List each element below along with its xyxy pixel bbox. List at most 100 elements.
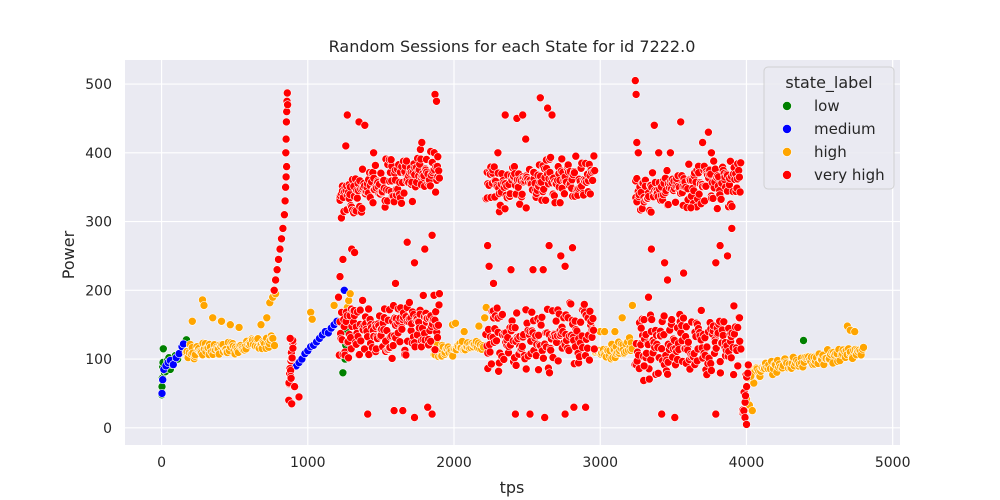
- point-very-high: [729, 370, 738, 379]
- point-very-high: [711, 343, 721, 353]
- point-very-high: [355, 305, 365, 315]
- point-very-high: [541, 196, 550, 205]
- point-very-high: [579, 300, 589, 309]
- point-very-high: [420, 244, 430, 254]
- point-very-high: [647, 315, 657, 324]
- point-high: [307, 314, 317, 324]
- y-tick-label: 100: [85, 352, 112, 368]
- point-very-high: [585, 355, 594, 365]
- point-very-high: [350, 248, 359, 257]
- point-very-high: [729, 301, 739, 311]
- point-very-high: [355, 350, 364, 359]
- point-high: [226, 320, 235, 330]
- point-very-high: [342, 110, 352, 120]
- point-very-high: [511, 409, 520, 419]
- point-very-high: [740, 413, 750, 422]
- x-axis-label: tps: [500, 478, 525, 497]
- point-very-high: [535, 93, 545, 103]
- point-very-high: [358, 164, 367, 174]
- point-very-high: [498, 310, 507, 319]
- legend-label-low: low: [814, 97, 840, 115]
- point-very-high: [581, 402, 590, 412]
- point-very-high: [543, 103, 552, 113]
- point-low: [799, 336, 808, 345]
- point-very-high: [280, 196, 290, 206]
- point-very-high: [743, 368, 753, 378]
- point-very-high: [566, 299, 576, 309]
- point-very-high: [431, 307, 441, 317]
- point-very-high: [670, 413, 680, 422]
- point-very-high: [662, 166, 672, 175]
- point-very-high: [360, 121, 370, 130]
- point-very-high: [391, 279, 400, 288]
- point-very-high: [357, 204, 367, 213]
- point-very-high: [518, 110, 528, 120]
- point-very-high: [416, 145, 425, 154]
- point-very-high: [426, 336, 436, 346]
- x-tick-label: 1000: [290, 455, 326, 471]
- x-tick-label: 4000: [729, 455, 765, 471]
- point-very-high: [386, 155, 396, 164]
- point-very-high: [334, 292, 343, 302]
- point-very-high: [525, 409, 535, 419]
- point-high: [256, 320, 266, 330]
- point-very-high: [727, 224, 737, 233]
- point-very-high: [727, 202, 737, 211]
- point-very-high: [701, 182, 711, 191]
- point-high: [234, 323, 244, 332]
- point-very-high: [363, 409, 373, 419]
- point-very-high: [681, 322, 691, 332]
- point-high: [329, 301, 339, 310]
- point-very-high: [489, 162, 499, 172]
- point-very-high: [589, 325, 598, 335]
- point-very-high: [733, 323, 743, 332]
- point-very-high: [546, 153, 555, 162]
- point-high: [859, 343, 868, 352]
- y-tick-label: 400: [85, 146, 112, 162]
- point-high: [459, 327, 469, 336]
- point-very-high: [569, 402, 579, 412]
- point-very-high: [499, 355, 509, 364]
- point-very-high: [435, 173, 444, 183]
- point-very-high: [371, 161, 380, 170]
- point-very-high: [568, 243, 577, 252]
- point-very-high: [686, 203, 696, 213]
- point-very-high: [369, 148, 378, 158]
- point-very-high: [281, 148, 291, 158]
- point-very-high: [742, 420, 751, 429]
- point-very-high: [281, 182, 290, 192]
- point-very-high: [389, 406, 399, 415]
- point-very-high: [707, 366, 716, 375]
- point-very-high: [368, 198, 378, 207]
- point-very-high: [287, 353, 297, 363]
- point-very-high: [281, 172, 291, 182]
- point-very-high: [560, 261, 570, 271]
- x-tick-label: 3000: [582, 455, 618, 471]
- point-very-high: [698, 138, 707, 147]
- point-very-high: [648, 168, 657, 178]
- point-very-high: [719, 317, 729, 327]
- point-very-high: [576, 317, 585, 327]
- point-very-high: [269, 285, 279, 295]
- point-high: [628, 301, 637, 310]
- point-very-high: [666, 148, 675, 158]
- point-very-high: [712, 204, 722, 213]
- point-high: [747, 406, 757, 415]
- point-very-high: [434, 166, 444, 176]
- point-very-high: [560, 189, 569, 198]
- point-very-high: [388, 341, 398, 350]
- point-very-high: [338, 255, 348, 264]
- point-very-high: [743, 360, 753, 370]
- point-very-high: [484, 261, 494, 271]
- point-very-high: [735, 336, 745, 346]
- point-very-high: [417, 138, 427, 147]
- x-tick-label: 5000: [875, 455, 911, 471]
- point-very-high: [676, 117, 686, 127]
- point-very-high: [335, 272, 345, 281]
- point-very-high: [711, 258, 721, 268]
- point-very-high: [534, 330, 543, 340]
- point-very-high: [517, 190, 527, 199]
- point-very-high: [564, 346, 574, 355]
- point-very-high: [704, 127, 713, 137]
